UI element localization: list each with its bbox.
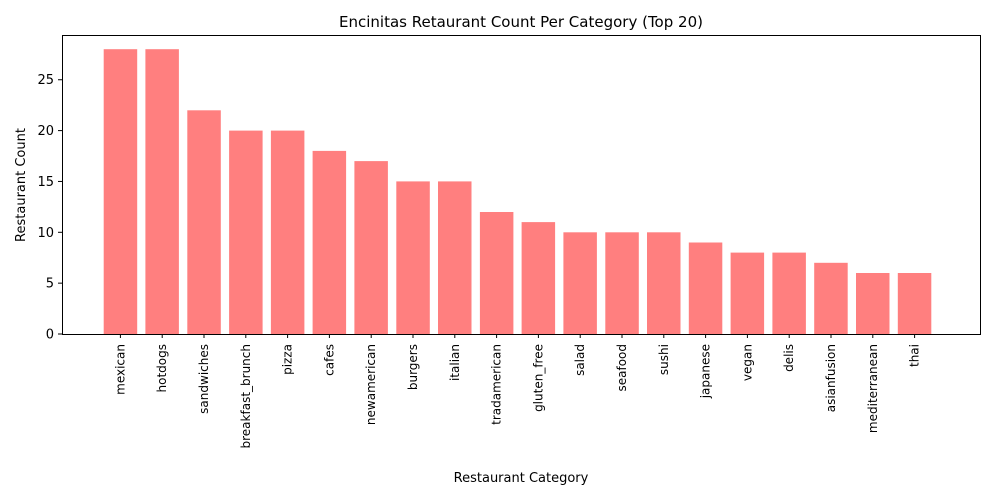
bar-burgers	[396, 181, 430, 334]
chart-title: Encinitas Retaurant Count Per Category (…	[339, 13, 703, 31]
x-tick-label: cafes	[322, 344, 336, 376]
x-tick-label: newamerican	[364, 344, 378, 425]
y-tick-label: 25	[37, 73, 54, 88]
x-axis-label: Restaurant Category	[454, 471, 589, 486]
bar-sushi	[647, 232, 681, 334]
bar-mediterranean	[856, 273, 890, 334]
x-tick-label: burgers	[406, 344, 420, 390]
bar-gluten_free	[521, 222, 556, 334]
y-ticks-group: 0 5 10 15 20 25	[37, 73, 62, 343]
y-tick-label: 0	[46, 328, 54, 343]
x-tick-label: mexican	[113, 344, 127, 395]
x-tick-label: mediterranean	[866, 344, 880, 433]
y-tick-label: 5	[46, 277, 54, 292]
bars-group	[103, 49, 932, 334]
bar-japanese	[688, 242, 723, 334]
x-tick-label: thai	[908, 344, 922, 367]
x-tick-label: japanese	[699, 344, 713, 399]
x-tick-label: gluten_free	[531, 344, 545, 412]
x-tick-label: vegan	[740, 344, 754, 381]
bar-breakfast_brunch	[229, 130, 263, 334]
x-tick-label: asianfusion	[824, 344, 838, 412]
bar-seafood	[605, 232, 639, 334]
bar-tradamerican	[479, 212, 514, 334]
y-tick-label: 15	[37, 175, 54, 190]
bar-italian	[438, 181, 472, 334]
x-tick-label: seafood	[615, 344, 629, 392]
y-axis-label: Restaurant Count	[14, 128, 29, 242]
bar-sandwiches	[187, 110, 221, 334]
bar-vegan	[730, 252, 765, 334]
x-tick-label: hotdogs	[155, 344, 169, 392]
x-ticks-group: mexican hotdogs sandwiches breakfast_brunch…	[113, 334, 922, 448]
x-tick-label: italian	[448, 344, 462, 381]
x-tick-label: sushi	[657, 344, 671, 375]
x-tick-label: breakfast_brunch	[239, 344, 253, 448]
bar-thai	[897, 273, 932, 334]
bar-hotdogs	[145, 49, 179, 334]
bar-asianfusion	[814, 262, 848, 334]
x-tick-label: pizza	[281, 344, 295, 375]
x-tick-label: salad	[573, 344, 587, 376]
y-tick-label: 20	[37, 124, 54, 139]
y-tick-label: 10	[37, 226, 54, 241]
x-tick-label: sandwiches	[197, 344, 211, 414]
bar-delis	[772, 252, 806, 334]
x-tick-label: delis	[782, 344, 796, 372]
x-tick-label: tradamerican	[490, 344, 504, 425]
bar-salad	[563, 232, 597, 334]
bar-cafes	[312, 150, 347, 334]
bar-pizza	[270, 130, 305, 334]
bar-newamerican	[354, 161, 388, 334]
plot-frame	[62, 35, 981, 335]
bar-mexican	[103, 49, 138, 334]
